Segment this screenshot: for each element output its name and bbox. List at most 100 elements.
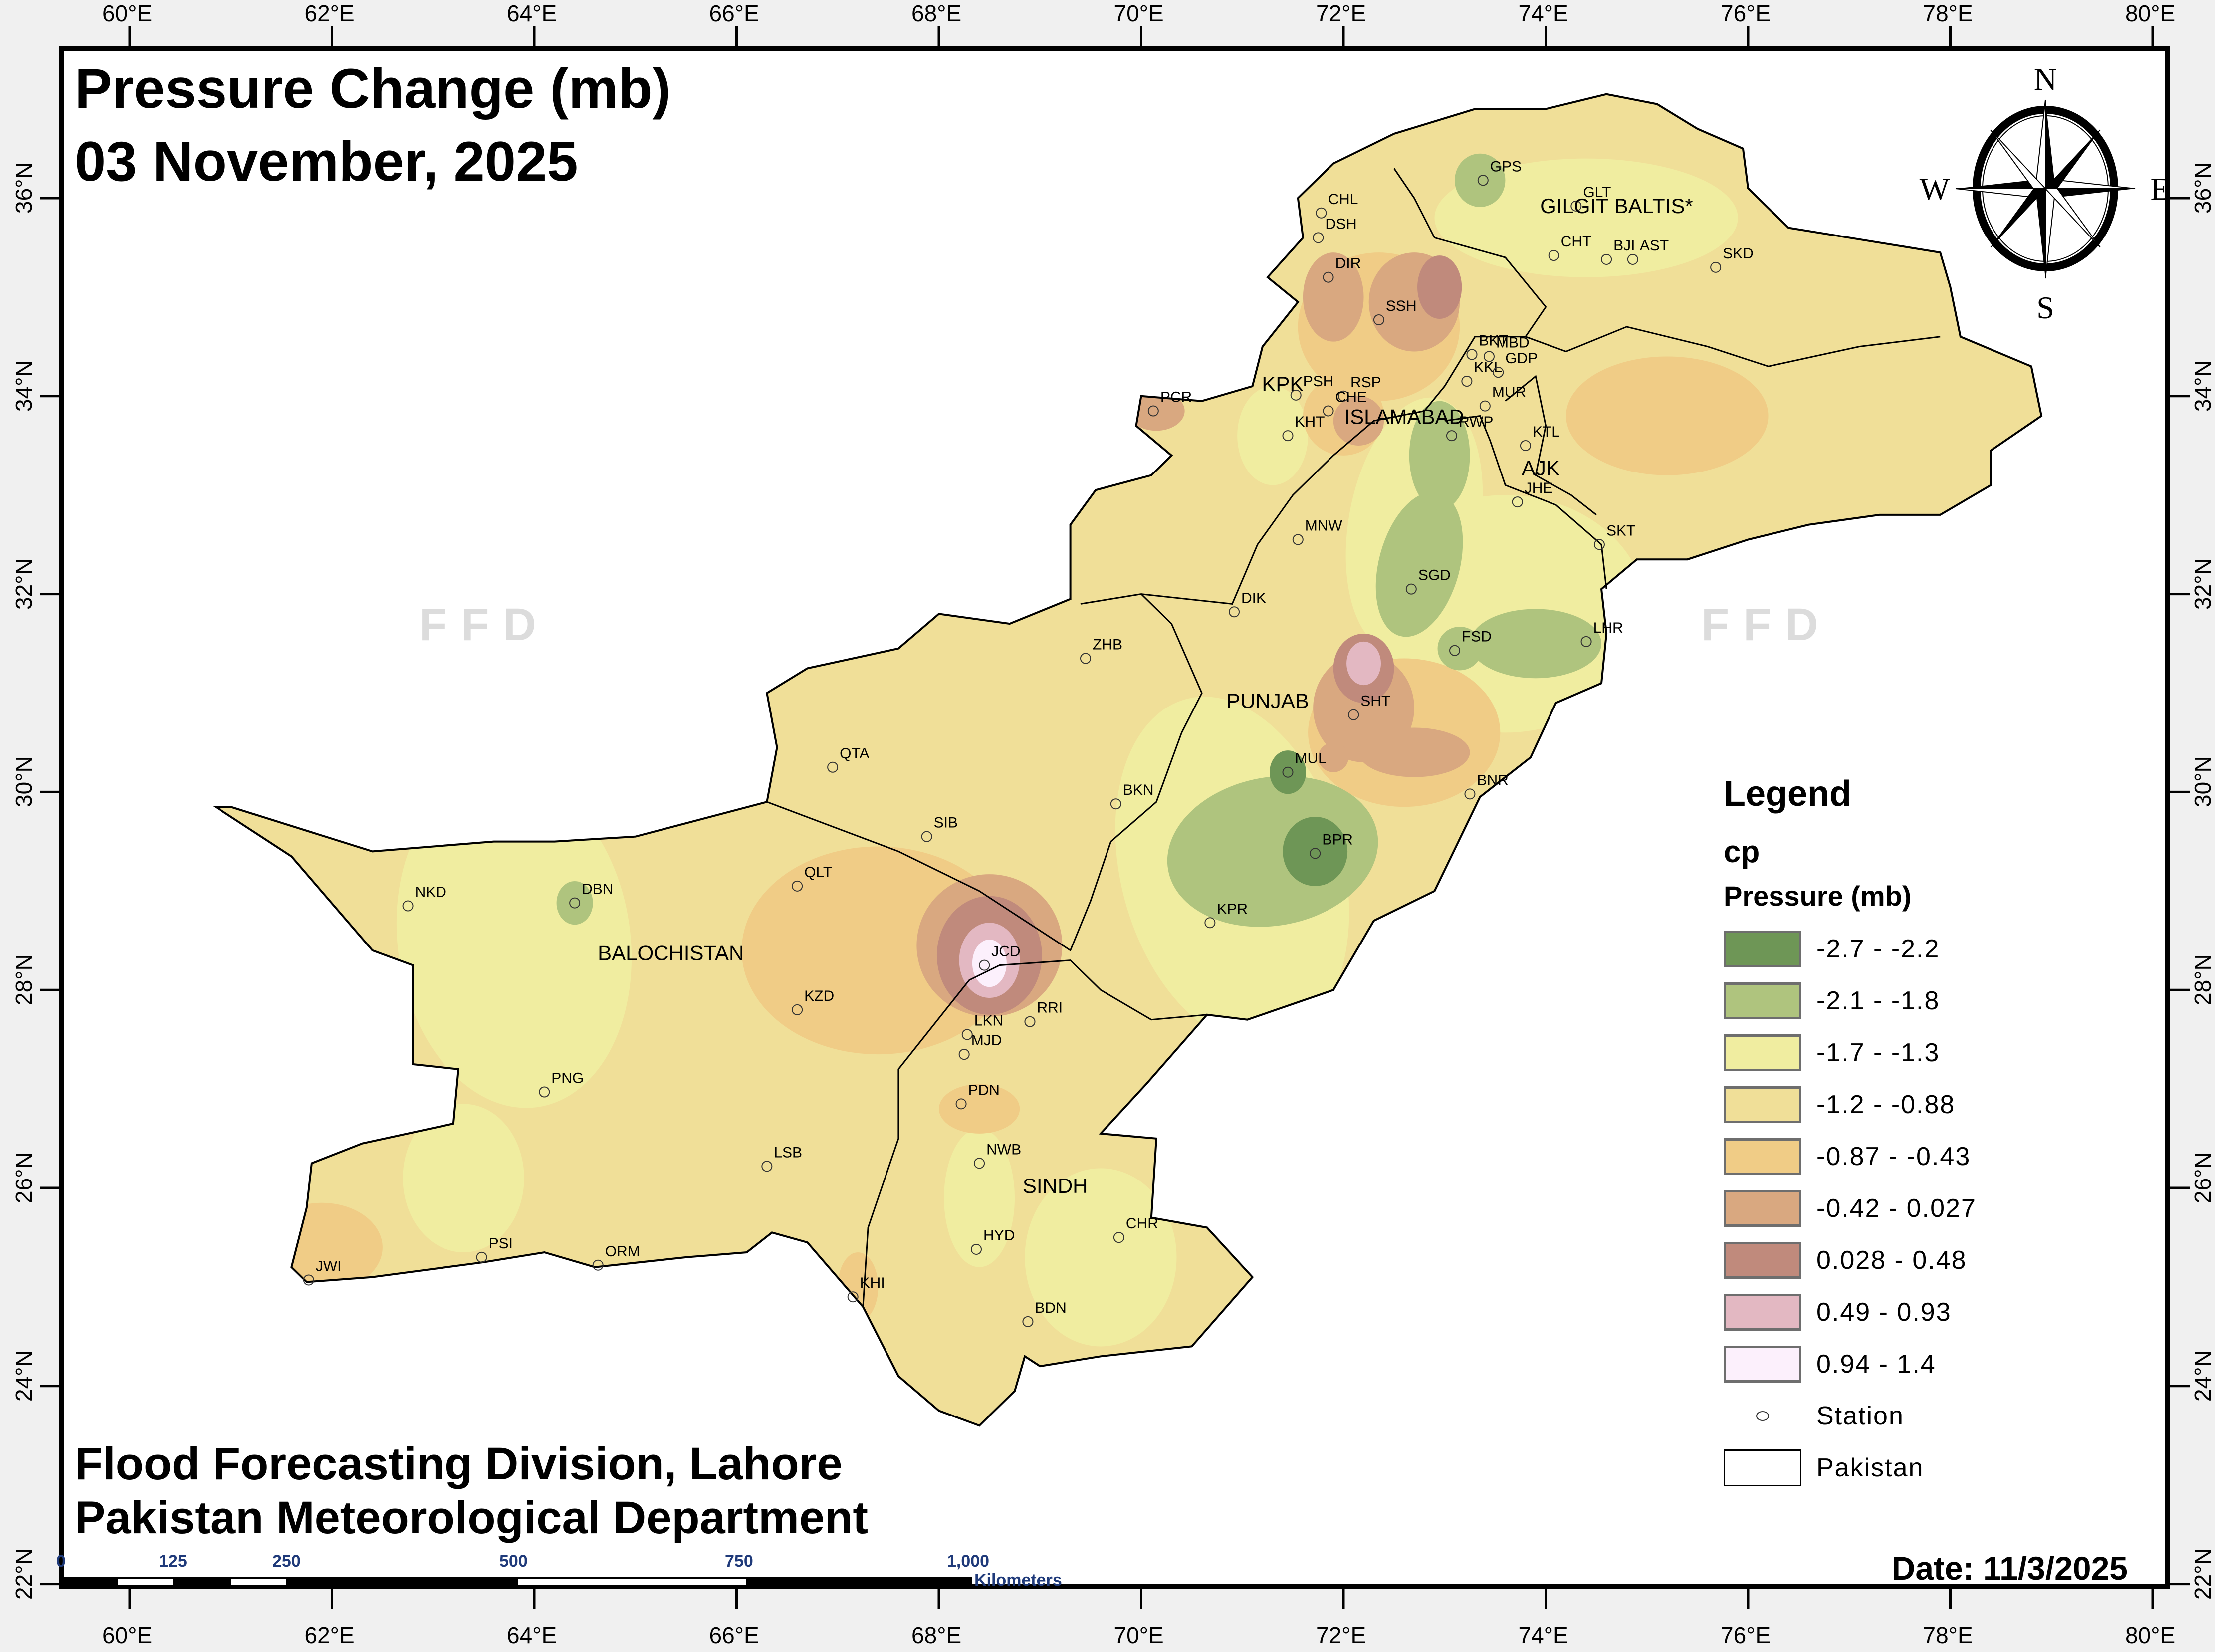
station-label: KZD (804, 988, 834, 1004)
scale-tick-label: 250 (272, 1552, 301, 1571)
legend-class-label: 0.94 - 1.4 (1816, 1350, 1936, 1379)
legend-swatch (1724, 1242, 1801, 1279)
latitude-label: 30°N (11, 756, 37, 808)
station-marker: QTA (827, 745, 870, 773)
legend-swatch (1724, 982, 1801, 1019)
date-label: Date: 11/3/2025 (1891, 1550, 2128, 1587)
longitude-label: 64°E (507, 0, 557, 26)
legend-boundary-label: Pakistan (1816, 1453, 1924, 1482)
station-label: MJD (971, 1032, 1002, 1049)
station-label: RSP (1350, 374, 1381, 391)
station-marker: LKN (961, 1012, 1003, 1040)
station-label: SKD (1723, 245, 1754, 262)
watermark-ffd: FFD (1701, 599, 1832, 650)
station-label: PDN (968, 1082, 1000, 1098)
region-label: GILGIT BALTIS* (1540, 194, 1693, 218)
station-label: SIB (934, 815, 958, 831)
boundary-symbol-icon (1724, 1449, 1801, 1486)
station-marker: RRI (1024, 1000, 1063, 1027)
north-arrow-compass: N S W E (1916, 61, 2175, 325)
station-label: HYD (983, 1227, 1015, 1244)
station-marker: BJI (1601, 237, 1635, 265)
station-label: KHI (860, 1275, 885, 1291)
longitude-label: 76°E (1721, 0, 1771, 26)
longitude-label: 78°E (1923, 0, 1973, 26)
station-label: CHL (1328, 191, 1358, 208)
scale-tick-label: 500 (499, 1552, 528, 1571)
latitude-label: 30°N (2190, 756, 2215, 808)
station-marker: DIR (1323, 255, 1361, 283)
station-label: SGD (1418, 567, 1451, 584)
station-marker: BPR (1310, 831, 1353, 859)
title-line-1: Pressure Change (mb) (75, 57, 671, 120)
latitude-label: 22°N (2190, 1548, 2215, 1600)
station-label: DIK (1241, 590, 1266, 606)
legend-swatch (1724, 1138, 1801, 1175)
station-marker: BNR (1464, 772, 1509, 800)
region-label: SINDH (1023, 1174, 1088, 1197)
station-marker: MUL (1282, 750, 1327, 778)
latitude-label: 32°N (2190, 558, 2215, 610)
station-marker: KPR (1204, 901, 1248, 929)
scale-tick-label: 0 (56, 1552, 66, 1571)
station-label: PSI (489, 1235, 513, 1252)
legend-class-row: -2.1 - -1.8 (1724, 975, 2073, 1027)
longitude-label: 60°E (102, 0, 153, 26)
longitude-label: 70°E (1113, 0, 1164, 26)
legend-field-name: Pressure (mb) (1724, 880, 1912, 912)
longitude-label: 62°E (304, 1622, 355, 1648)
station-label: BPR (1322, 831, 1353, 848)
station-label: JHE (1525, 480, 1553, 496)
longitude-label: 66°E (709, 1622, 759, 1648)
legend-station-row: Station (1724, 1390, 2073, 1442)
station-marker: PDN (955, 1082, 1000, 1110)
scale-unit: Kilometers (974, 1571, 1062, 1590)
station-marker: NWB (974, 1141, 1021, 1169)
latitude-label: 24°N (2190, 1350, 2215, 1402)
station-marker: PSI (476, 1235, 513, 1263)
legend-layer-name: cp (1724, 835, 1760, 869)
station-marker: SHT (1348, 693, 1390, 720)
station-marker: KTL (1520, 424, 1560, 451)
station-label: QLT (804, 864, 832, 881)
legend-class-row: 0.94 - 1.4 (1724, 1338, 2073, 1390)
station-marker: ZHB (1080, 637, 1122, 664)
station-label: ORM (605, 1243, 640, 1260)
latitude-label: 32°N (11, 558, 37, 610)
station-marker: AST (1627, 237, 1669, 265)
station-label: BNR (1477, 772, 1508, 788)
station-marker: DSH (1313, 216, 1357, 243)
station-marker: CHT (1548, 234, 1592, 261)
legend-class-row: -2.7 - -2.2 (1724, 923, 2073, 975)
axis-ticks (40, 26, 2190, 1609)
province-boundaries (766, 168, 1941, 1307)
longitude-label: 80°E (2125, 0, 2176, 26)
station-label: CHT (1561, 234, 1592, 250)
station-label: GDP (1505, 350, 1538, 367)
station-marker: JCD (979, 944, 1021, 971)
station-label: DSH (1325, 216, 1356, 232)
pakistan-boundary (212, 93, 2043, 1427)
latitude-label: 26°N (11, 1152, 37, 1203)
station-label: CHR (1126, 1215, 1158, 1232)
legend-class-label: -1.2 - -0.88 (1816, 1090, 1956, 1119)
legend-swatch (1724, 1294, 1801, 1331)
legend-class-label: -2.1 - -1.8 (1816, 986, 1940, 1015)
compass-e: E (2150, 171, 2170, 207)
legend-class-label: -0.87 - -0.43 (1816, 1142, 1971, 1171)
latitude-label: 34°N (11, 360, 37, 412)
station-label: BKN (1123, 782, 1154, 798)
station-label: FSD (1462, 629, 1492, 645)
legend: Legend cp Pressure (mb) -2.7 - -2.2 -2.1 … (1724, 773, 2073, 1494)
region-label: AJK (1522, 457, 1560, 480)
scale-tick-label: 750 (725, 1552, 753, 1571)
station-marker: SIB (921, 815, 958, 842)
legend-class-row: 0.028 - 0.48 (1724, 1234, 2073, 1286)
legend-swatch (1724, 1034, 1801, 1071)
station-label: SKT (1606, 522, 1635, 539)
station-marker: PNG (539, 1070, 584, 1098)
station-marker: SSH (1373, 298, 1417, 326)
station-label: MBD (1496, 334, 1530, 351)
